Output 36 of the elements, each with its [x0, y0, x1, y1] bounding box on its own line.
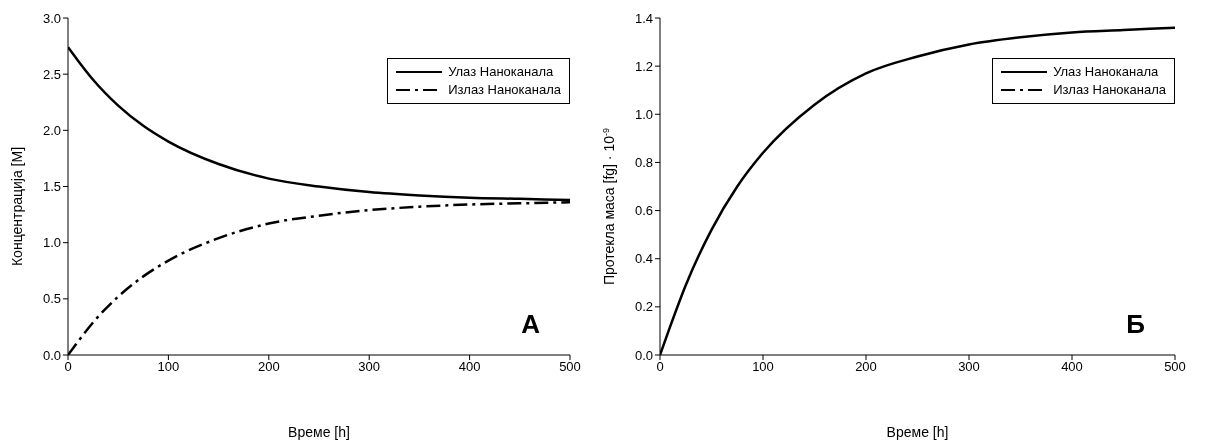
x-tick-label: 200 [855, 359, 877, 375]
y-tick-label: 2.5 [42, 66, 61, 82]
y-tick-label: 1.2 [634, 58, 653, 74]
x-tick-label: 100 [157, 359, 180, 375]
x-tick-label: 300 [958, 359, 980, 375]
legend-label: Излаз Наноканала [448, 81, 561, 99]
legend-label: Улаз Наноканала [448, 63, 554, 81]
x-tick-label: 400 [458, 359, 481, 375]
x-tick-label: 300 [358, 359, 381, 375]
y-tick-label: 0.2 [634, 299, 653, 315]
x-tick-label: 500 [1164, 359, 1186, 375]
annotation: А [521, 309, 540, 340]
y-tick-label: 0.8 [634, 155, 653, 171]
x-tick-label: 100 [752, 359, 774, 375]
y-tick-label: 0.0 [634, 347, 653, 363]
y-tick-label: 3.0 [42, 10, 61, 26]
y-tick-label: 1.0 [634, 106, 653, 122]
y-tick-label: 2.0 [42, 122, 61, 138]
x-tick-label: 500 [559, 359, 581, 375]
y-tick-label: 1.0 [42, 235, 61, 251]
annotation: Б [1126, 309, 1145, 340]
x-tick-label: 0 [656, 359, 664, 375]
y-axis-title: Концентрација [M] [9, 146, 25, 267]
legend-label: Излаз Наноканала [1053, 81, 1166, 99]
y-tick-label: 0.4 [634, 251, 653, 267]
y-tick-label: 0.6 [634, 203, 653, 219]
legend-label: Улаз Наноканала [1053, 63, 1159, 81]
x-tick-label: 0 [64, 359, 72, 375]
x-axis-title: Време [h] [886, 424, 949, 440]
x-axis-title: Време [h] [288, 424, 350, 440]
y-tick-label: 0.5 [42, 291, 61, 307]
y-tick-label: 0.0 [42, 347, 61, 363]
x-tick-label: 400 [1061, 359, 1083, 375]
x-tick-label: 200 [257, 359, 280, 375]
y-tick-label: 1.5 [42, 179, 61, 195]
y-tick-label: 1.4 [634, 10, 653, 26]
